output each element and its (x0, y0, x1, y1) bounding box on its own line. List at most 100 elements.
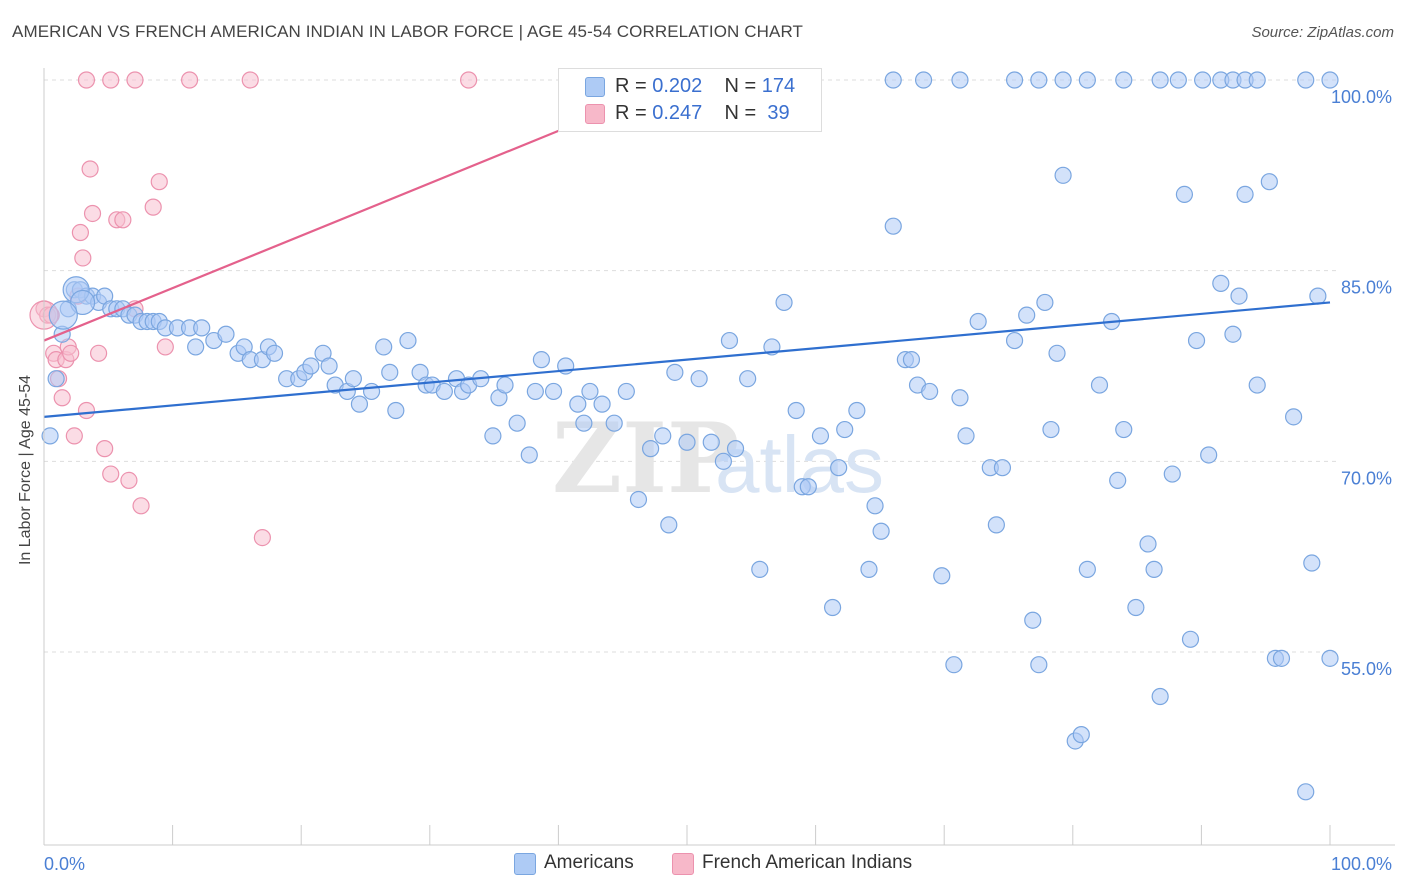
point-french-american-indians (253, 528, 271, 547)
point-americans (375, 338, 393, 356)
y-tick-label: 70.0% (1341, 468, 1392, 488)
point-french-american-indians (102, 71, 120, 89)
point-americans (350, 395, 369, 413)
point-americans (265, 344, 284, 362)
bottom-legend-label: French American Indians (702, 852, 913, 873)
point-americans (387, 401, 405, 420)
point-americans (1054, 166, 1072, 184)
point-french-american-indians (126, 71, 144, 89)
y-tick-label: 55.0% (1341, 659, 1392, 679)
point-americans (872, 522, 890, 540)
point-french-american-indians (89, 344, 108, 362)
point-americans (1169, 71, 1187, 89)
point-french-american-indians (150, 173, 168, 191)
point-americans (544, 382, 563, 401)
point-americans (1151, 71, 1169, 89)
point-americans (848, 401, 866, 420)
point-french-american-indians (62, 344, 80, 362)
point-americans (1005, 71, 1024, 89)
series-americans (41, 71, 1339, 801)
point-americans (344, 370, 362, 388)
point-americans (1285, 408, 1303, 426)
point-americans (739, 370, 757, 388)
point-americans (1078, 71, 1096, 89)
point-americans (193, 319, 211, 337)
point-americans (1005, 331, 1024, 350)
point-americans (1018, 306, 1036, 324)
legend-r-value: 0.202 (652, 75, 703, 97)
point-americans (957, 427, 975, 445)
legend-n-label: N = (724, 75, 762, 97)
point-americans (690, 370, 708, 388)
point-americans (1109, 471, 1127, 489)
point-americans (593, 395, 611, 413)
point-americans (1151, 687, 1169, 706)
point-americans (993, 459, 1012, 477)
point-americans (1248, 376, 1266, 394)
point-americans (1139, 535, 1157, 553)
point-americans (1090, 376, 1109, 394)
legend-n-value: 39 (761, 102, 790, 124)
point-americans (702, 433, 720, 451)
point-americans (484, 427, 502, 445)
point-americans (381, 363, 399, 381)
point-americans (1036, 293, 1054, 312)
point-americans (720, 331, 739, 350)
point-americans (933, 567, 951, 585)
point-americans (1145, 560, 1163, 578)
point-americans (1048, 344, 1066, 362)
point-americans (1297, 783, 1315, 801)
legend-swatch-americans (585, 77, 605, 97)
point-americans (1187, 331, 1206, 350)
point-americans (575, 414, 593, 432)
bottom-legend-label: Americans (544, 852, 634, 873)
y-axis-label: In Labor Force | Age 45-54 (17, 374, 34, 566)
point-americans (1297, 71, 1315, 89)
bottom-legend-swatch-french-american-indians (672, 853, 694, 875)
point-americans (581, 382, 599, 401)
point-americans (41, 427, 59, 445)
point-americans (866, 497, 884, 515)
point-french-american-indians (120, 471, 138, 489)
point-americans (1115, 71, 1133, 89)
point-americans (884, 217, 902, 235)
point-americans (1115, 420, 1133, 439)
trendline-americans (43, 301, 1331, 418)
point-french-american-indians (156, 338, 174, 356)
point-americans (1127, 598, 1145, 617)
point-americans (520, 446, 538, 464)
point-americans (605, 414, 623, 432)
point-americans (1181, 630, 1200, 648)
point-americans (823, 598, 842, 617)
point-americans (1078, 560, 1096, 578)
point-french-american-indians (144, 198, 162, 216)
point-americans (945, 656, 963, 674)
point-americans (951, 71, 969, 89)
point-americans (1030, 71, 1048, 89)
point-americans (726, 440, 745, 458)
legend-box: R = 0.202 N = 174 R = 0.247 N = 39 (558, 68, 822, 132)
point-french-american-indians (132, 497, 150, 515)
point-americans (1042, 420, 1060, 439)
point-french-american-indians (65, 427, 83, 445)
point-americans (1303, 554, 1321, 572)
point-americans (951, 389, 969, 407)
point-french-american-indians (77, 401, 96, 420)
point-americans (860, 560, 878, 578)
point-americans (1054, 71, 1072, 89)
point-americans (799, 478, 817, 496)
point-americans (569, 395, 587, 413)
point-americans (1200, 446, 1218, 464)
point-americans (1224, 325, 1242, 343)
legend-r-value: 0.247 (652, 102, 703, 124)
trend-lines (43, 129, 1331, 418)
point-french-american-indians (71, 223, 89, 242)
point-french-american-indians (180, 71, 199, 89)
point-americans (532, 351, 551, 369)
x-tick-label: 0.0% (44, 854, 85, 874)
point-americans (302, 357, 320, 375)
chart-title: AMERICAN VS FRENCH AMERICAN INDIAN IN LA… (12, 22, 803, 41)
point-americans (678, 433, 696, 451)
point-americans (969, 312, 987, 331)
